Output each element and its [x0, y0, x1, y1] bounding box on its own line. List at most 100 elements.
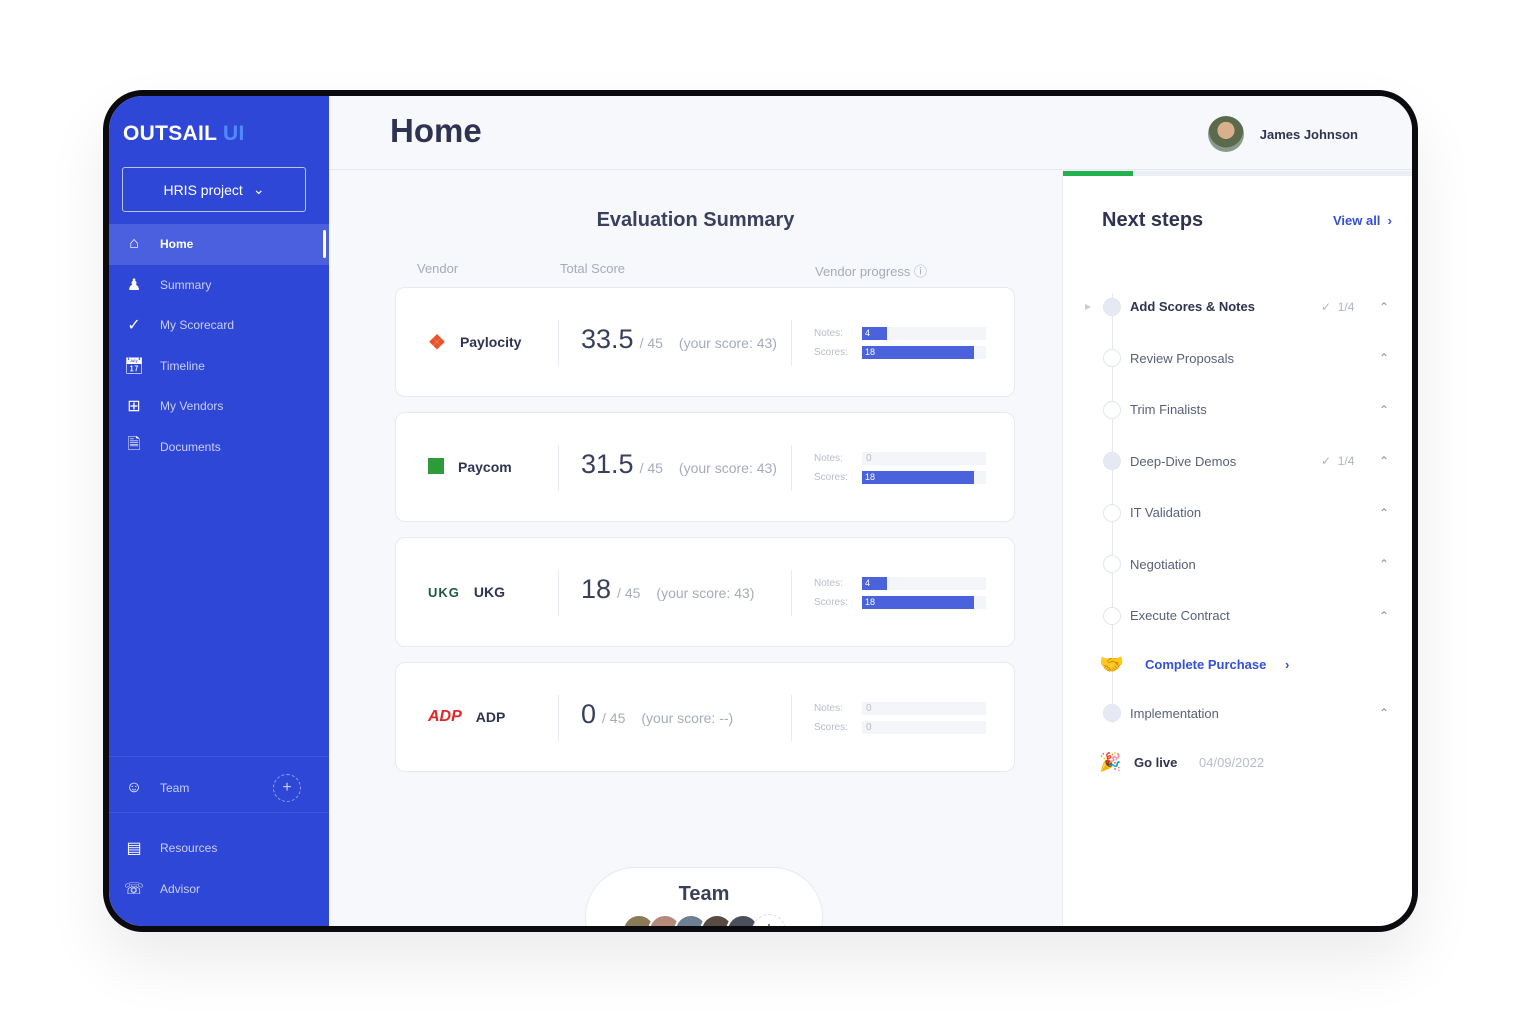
label: Negotiation [1130, 556, 1196, 572]
vendor-card-paylocity[interactable]: ❖ Paylocity 33.5/ 45 (your score: 43) Note… [395, 287, 1015, 397]
sidebar-item-summary[interactable]: ♟ Summary [109, 265, 329, 306]
project-selector[interactable]: HRIS project ⌄ [122, 167, 306, 212]
vendor-name: ADP ADP [428, 708, 506, 725]
step-review-proposals[interactable]: Review Proposals ⌃ [1083, 333, 1403, 385]
team-card[interactable]: Team +2 + [585, 867, 823, 926]
sidebar-item-home[interactable]: ⌂ Home [109, 224, 329, 265]
vendor-progress: Notes: 0 Scores: 0 [814, 699, 989, 737]
step-dot [1103, 349, 1121, 368]
label: Implementation [1130, 705, 1219, 721]
sidebar-item-my-vendors[interactable]: ⊞ My Vendors [109, 386, 329, 427]
step-dot [1103, 704, 1121, 723]
chevron-up-icon[interactable]: ⌃ [1379, 706, 1390, 721]
label: Go live [1134, 754, 1178, 770]
step-count: ✓ 1/4 [1321, 299, 1355, 314]
sidebar: OUTSAIL UI HRIS project ⌄ ⌂ Home ♟ Summary … [109, 96, 329, 926]
sidebar-bottom-nav: ▤ Resources ☏ Advisor [109, 828, 329, 909]
users-icon: ☺ [125, 779, 143, 796]
headset-icon: ☏ [123, 880, 144, 898]
total-score: 31.5/ 45 (your score: 43) [581, 449, 777, 479]
divider [109, 756, 329, 757]
notes-label: Notes: [814, 328, 843, 339]
caret-right-icon: ▶ [1085, 302, 1092, 312]
sidebar-item-advisor[interactable]: ☏ Advisor [109, 869, 329, 910]
logo: OUTSAIL UI [123, 122, 245, 145]
add-team-member-button[interactable]: + [273, 774, 301, 802]
step-deep-dive-demos[interactable]: Deep-Dive Demos ✓ 1/4 ⌃ [1083, 436, 1403, 488]
vendor-name: UKG UKG [428, 584, 506, 600]
section-title: Next steps [1102, 209, 1204, 231]
column-header: Total Score [560, 261, 626, 276]
step-dot [1103, 452, 1121, 471]
label: Add Scores & Notes [1130, 299, 1255, 315]
party-popper-icon: 🎉 [1099, 751, 1122, 772]
vendor-name: Paycom [428, 413, 512, 521]
step-add-scores-notes[interactable]: ▶ Add Scores & Notes ✓ 1/4 ⌃ [1083, 281, 1403, 333]
step-dot [1103, 297, 1121, 316]
sidebar-item-resources[interactable]: ▤ Resources [109, 828, 329, 869]
add-member-button[interactable]: + [752, 914, 786, 926]
header: Home James Johnson [329, 96, 1412, 170]
resources-icon: ▤ [126, 840, 142, 858]
sidebar-item-timeline[interactable]: 📅︎ Timeline [109, 346, 329, 387]
total-score: 0/ 45 (your score: --) [581, 699, 734, 729]
vendor-name: ❖ Paylocity [428, 331, 522, 354]
scores-value: 0 [866, 722, 872, 733]
scores-bar: 18 [862, 596, 974, 609]
check-icon: ✓ [127, 317, 141, 335]
vendor-progress: Notes: 4 Scores: 18 [814, 324, 989, 362]
chevron-up-icon[interactable]: ⌃ [1379, 454, 1390, 469]
vendor-card-ukg[interactable]: UKG UKG 18/ 45 (your score: 43) Notes: 4 Sc… [395, 537, 1015, 647]
chevron-up-icon[interactable]: ⌃ [1379, 608, 1390, 623]
label: Execute Contract [1130, 608, 1230, 624]
team-avatars: +2 + [586, 914, 822, 926]
step-trim-finalists[interactable]: Trim Finalists ⌃ [1083, 384, 1403, 436]
vendor-card-adp[interactable]: ADP ADP 0/ 45 (your score: --) Notes: 0 Sco… [395, 662, 1015, 772]
user-menu[interactable]: James Johnson [1207, 116, 1358, 152]
scores-label: Scores: [814, 722, 848, 733]
step-execute-contract[interactable]: Execute Contract ⌃ [1083, 590, 1403, 642]
step-dot [1103, 606, 1121, 625]
label: Trim Finalists [1130, 402, 1207, 418]
chevron-up-icon[interactable]: ⌃ [1379, 402, 1390, 417]
chevron-up-icon[interactable]: ⌃ [1379, 351, 1390, 366]
scores-bar: 18 [862, 471, 974, 484]
vendor-logo: UKG [428, 585, 460, 600]
sidebar-item-team[interactable]: ☺ Team [109, 764, 329, 812]
vendor-card-paycom[interactable]: Paycom 31.5/ 45 (your score: 43) Notes: 0 … [395, 412, 1015, 522]
user-name: James Johnson [1259, 126, 1358, 142]
step-negotiation[interactable]: Negotiation ⌃ [1083, 539, 1403, 591]
notes-value: 0 [866, 703, 872, 714]
info-icon[interactable]: ⓘ [914, 264, 928, 279]
label: My Vendors [160, 399, 224, 414]
step-it-validation[interactable]: IT Validation ⌃ [1083, 487, 1403, 539]
label: Complete Purchase [1145, 657, 1267, 672]
step-dot [1103, 400, 1121, 419]
divider [791, 570, 792, 616]
chevron-up-icon[interactable]: ⌃ [1379, 299, 1390, 314]
divider [791, 695, 792, 741]
chevron-up-icon[interactable]: ⌃ [1379, 505, 1390, 520]
label: Advisor [160, 881, 201, 896]
notes-bar: 4 [862, 577, 887, 590]
complete-purchase-link[interactable]: 🤝 Complete Purchase › [1083, 642, 1403, 688]
label: Team [160, 781, 190, 795]
divider [558, 570, 559, 616]
notes-bar: 4 [862, 327, 887, 340]
sidebar-nav: ⌂ Home ♟ Summary ✓ My Scorecard 📅︎ Timeline … [109, 224, 329, 467]
label: Home [160, 237, 194, 252]
page-title: Home [390, 112, 482, 149]
main: Home James Johnson Evaluation Summary Ve… [329, 96, 1412, 926]
step-implementation[interactable]: Implementation ⌃ [1083, 688, 1403, 740]
view-all-link[interactable]: View all › [1332, 213, 1392, 228]
vendor-logo: ❖ [428, 331, 446, 354]
label: Deep-Dive Demos [1130, 453, 1237, 469]
step-dot [1103, 503, 1121, 522]
divider [109, 812, 329, 813]
chevron-up-icon[interactable]: ⌃ [1379, 557, 1390, 572]
label: Resources [160, 841, 218, 856]
sidebar-item-documents[interactable]: 🗎︎ Documents [109, 427, 329, 468]
sidebar-item-my-scorecard[interactable]: ✓ My Scorecard [109, 305, 329, 346]
total-score: 33.5/ 45 (your score: 43) [581, 324, 777, 354]
avatar [1207, 116, 1244, 152]
